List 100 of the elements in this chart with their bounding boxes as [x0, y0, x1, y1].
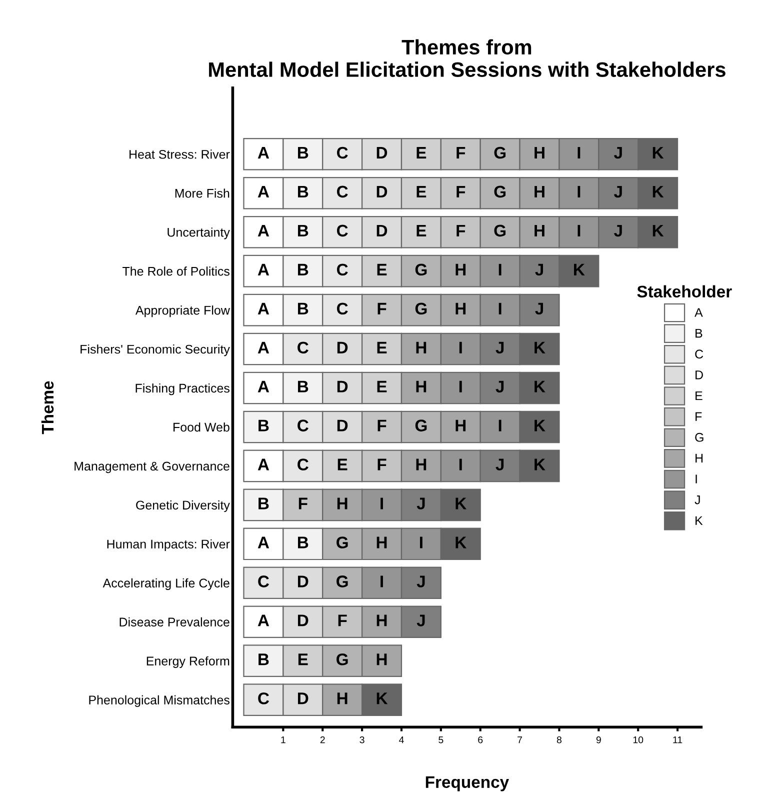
legend-label: H [696, 454, 703, 462]
y-axis-title: Theme [41, 381, 54, 434]
data-label: A [258, 264, 270, 276]
data-label: B [298, 224, 308, 236]
data-label: J [496, 380, 504, 392]
data-label: F [456, 186, 466, 198]
data-label: J [535, 264, 543, 276]
y-tick-label: The Role of Politics [122, 266, 230, 276]
data-label: C [337, 302, 348, 315]
data-label: A [258, 302, 270, 314]
data-label: I [498, 420, 502, 432]
data-label: B [258, 420, 269, 432]
data-label: H [337, 498, 348, 510]
x-tick-label: 4 [399, 736, 404, 744]
y-tick-label: Uncertainty [168, 228, 230, 240]
legend-label: E [696, 391, 702, 400]
data-label: I [498, 264, 502, 276]
x-tick-label: 7 [518, 736, 522, 744]
data-label: C [298, 458, 308, 470]
data-label: H [416, 458, 426, 470]
data-label: D [337, 342, 348, 354]
data-label: A [258, 458, 270, 470]
data-label: C [337, 224, 348, 237]
data-label: J [535, 302, 543, 315]
y-tick-label: Phenological Mismatches [89, 695, 230, 707]
legend-title: Stakeholder [637, 285, 732, 298]
data-label: H [456, 264, 466, 276]
data-label: I [498, 302, 502, 314]
x-tick-label: 9 [596, 736, 601, 744]
data-label: A [258, 380, 270, 392]
data-label: H [534, 146, 544, 158]
data-label: E [338, 458, 348, 470]
data-label: G [336, 654, 348, 666]
legend-label: F [696, 412, 702, 421]
data-label: B [298, 186, 308, 198]
y-tick-label: Disease Prevalence [120, 617, 230, 627]
data-label: I [380, 498, 383, 510]
data-label: G [415, 420, 427, 432]
y-tick-label: Energy Reform [146, 656, 230, 668]
y-tick-label: Accelerating Life Cycle [102, 578, 230, 590]
data-label: K [456, 536, 466, 548]
data-label: C [337, 186, 348, 198]
data-label: F [378, 458, 386, 470]
data-label: F [456, 224, 466, 236]
legend-label: I [696, 474, 697, 484]
x-axis-title: Frequency [426, 776, 509, 792]
data-label: F [378, 302, 386, 314]
data-label: C [337, 146, 348, 159]
data-label: D [376, 146, 388, 158]
data-label: G [336, 536, 348, 548]
data-label: D [376, 186, 388, 198]
data-label: A [258, 614, 270, 626]
data-label: A [258, 146, 270, 158]
data-label: E [416, 224, 426, 236]
data-label: K [534, 420, 546, 432]
data-label: K [456, 498, 466, 510]
data-label: H [337, 692, 348, 704]
data-label: I [380, 576, 383, 588]
data-label: B [298, 146, 308, 158]
y-tick-label: Fishing Practices [136, 383, 230, 396]
data-label: A [258, 224, 270, 236]
data-label: I [578, 146, 580, 158]
x-tick-label: 10 [633, 736, 644, 744]
y-tick-label: Heat Stress: River [130, 150, 230, 159]
data-label: A [258, 186, 270, 198]
data-label: D [298, 576, 308, 588]
data-label: B [298, 536, 308, 548]
x-tick-label: 1 [281, 736, 286, 744]
data-label: E [416, 186, 426, 198]
data-label: J [496, 458, 504, 470]
chart-title: Themes from Mental Model Elicitation Sessions with Stakeholders [209, 39, 726, 77]
data-label: J [614, 146, 622, 159]
data-label: H [376, 614, 387, 626]
data-label: J [496, 342, 504, 354]
legend-label: D [696, 370, 703, 380]
legend-label: K [696, 516, 703, 525]
data-label: F [456, 146, 466, 158]
data-label: H [456, 302, 466, 314]
data-label: F [298, 498, 308, 510]
data-label: G [494, 186, 506, 198]
data-label: K [652, 224, 664, 236]
data-label: K [534, 380, 546, 392]
data-label: J [614, 224, 622, 237]
x-tick-label: 3 [360, 736, 364, 744]
data-label: A [258, 536, 270, 548]
data-label: G [415, 264, 427, 276]
data-label: H [534, 186, 544, 198]
data-label: C [258, 692, 270, 704]
x-tick-label: 11 [673, 736, 682, 744]
data-label: I [578, 186, 580, 198]
data-label: F [378, 420, 386, 432]
data-label: I [578, 224, 580, 236]
data-label: D [337, 380, 348, 392]
data-label: I [459, 342, 462, 354]
data-label: J [416, 498, 425, 510]
y-tick-label: Appropriate Flow [135, 306, 230, 318]
data-label: B [298, 264, 308, 276]
data-label: H [376, 536, 387, 548]
data-label: C [298, 342, 308, 354]
data-label: H [416, 342, 426, 354]
